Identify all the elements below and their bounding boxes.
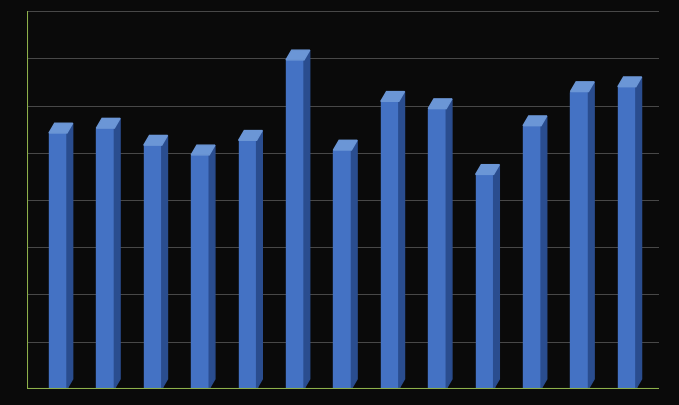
Polygon shape (381, 92, 405, 102)
Bar (475, 175, 494, 389)
Polygon shape (399, 92, 405, 389)
Polygon shape (209, 146, 215, 389)
Polygon shape (428, 100, 452, 109)
Polygon shape (191, 146, 215, 156)
Polygon shape (636, 78, 642, 389)
Polygon shape (257, 131, 262, 389)
Bar (381, 102, 399, 389)
Polygon shape (446, 100, 452, 389)
Bar (191, 156, 209, 389)
Polygon shape (304, 51, 310, 389)
Polygon shape (570, 83, 594, 92)
Polygon shape (589, 83, 594, 389)
Polygon shape (475, 165, 499, 175)
Polygon shape (286, 51, 310, 61)
Bar (428, 109, 446, 389)
Polygon shape (618, 78, 642, 87)
Bar (49, 134, 67, 389)
Polygon shape (238, 131, 262, 141)
Polygon shape (144, 136, 168, 146)
Polygon shape (333, 141, 357, 151)
Polygon shape (352, 141, 357, 389)
Bar (96, 129, 114, 389)
Polygon shape (96, 119, 120, 129)
Polygon shape (494, 165, 499, 389)
Bar (238, 141, 257, 389)
Bar (333, 151, 352, 389)
Bar (144, 146, 162, 389)
Bar (286, 61, 304, 389)
Polygon shape (162, 136, 168, 389)
Bar (523, 126, 541, 389)
Polygon shape (541, 117, 547, 389)
Bar (618, 87, 636, 389)
Bar (570, 92, 589, 389)
Polygon shape (49, 124, 73, 134)
Polygon shape (523, 117, 547, 126)
Polygon shape (67, 124, 73, 389)
Polygon shape (114, 119, 120, 389)
